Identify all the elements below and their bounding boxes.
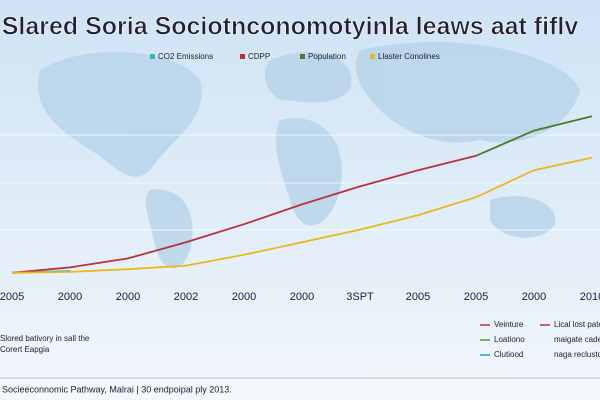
world-map bbox=[38, 42, 580, 269]
caption: Slored bativory in sall the bbox=[0, 334, 90, 343]
key-label: maigate cadeins- bbox=[554, 335, 600, 344]
x-tick-label: 2000 bbox=[290, 291, 314, 303]
legend-swatch bbox=[150, 54, 155, 59]
legend-swatch bbox=[240, 54, 245, 59]
series-line bbox=[11, 156, 593, 274]
key-label: Lical lost pate bbox=[554, 320, 600, 329]
x-tick-label: 2005 bbox=[0, 291, 24, 303]
series-line bbox=[475, 115, 593, 157]
x-tick-label: 2000 bbox=[522, 291, 546, 303]
decor-lines bbox=[0, 134, 600, 231]
key-label: naga reclusto besi bbox=[554, 350, 600, 359]
x-tick-label: 3SPT bbox=[346, 291, 374, 303]
chart-title: Slared Soria Sociotnconomotyinla leaws a… bbox=[2, 13, 579, 41]
series-line bbox=[11, 154, 477, 274]
key-label: Loationo bbox=[494, 335, 525, 344]
footer: Socieeconnomic Pathway, Malrai | 30 endp… bbox=[2, 384, 232, 394]
key-label: Veinture bbox=[494, 320, 524, 329]
x-tick-label: 2000 bbox=[116, 291, 140, 303]
x-tick-label: 2002 bbox=[174, 291, 198, 303]
x-tick-label: 2005 bbox=[464, 291, 488, 303]
legend-label: Llaster Conolines bbox=[378, 52, 440, 61]
x-tick-label: 2010 bbox=[580, 291, 600, 303]
legend-label: CDPP bbox=[248, 52, 270, 61]
legend-swatch bbox=[370, 54, 375, 59]
legend-swatch bbox=[300, 54, 305, 59]
x-tick-label: 2000 bbox=[232, 291, 256, 303]
legend-label: Population bbox=[308, 52, 346, 61]
caption: Corert Eapgia bbox=[0, 345, 50, 354]
x-tick-label: 2000 bbox=[58, 291, 82, 303]
key-label: Clutiood bbox=[494, 350, 523, 359]
legend-label: CO2 Emissions bbox=[158, 52, 213, 61]
x-tick-label: 2005 bbox=[406, 291, 430, 303]
